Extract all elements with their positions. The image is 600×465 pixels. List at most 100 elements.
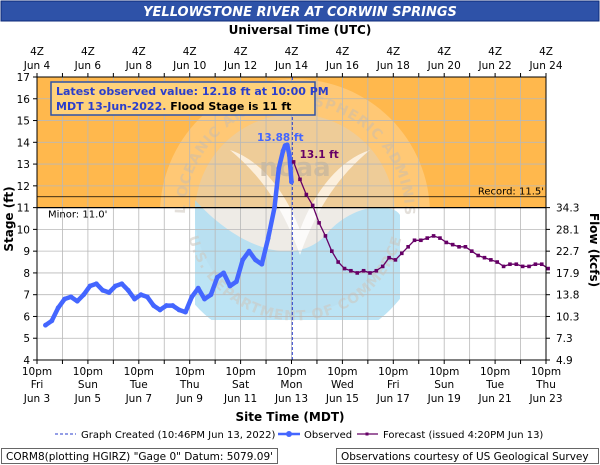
forecast-point xyxy=(342,266,347,271)
top-tick-label-date: Jun 4 xyxy=(23,60,51,72)
observed-point xyxy=(202,296,207,302)
plot-frame xyxy=(36,76,547,361)
forecast-point xyxy=(380,264,385,269)
x-tick-label-date: Jun 21 xyxy=(478,393,512,405)
observed-peak-label: 13.88 ft xyxy=(257,132,303,144)
observed-point xyxy=(195,285,201,291)
y-tick-label: 16 xyxy=(17,94,31,106)
x-tick-label-day: Thu xyxy=(179,379,200,391)
forecast-point xyxy=(399,251,404,256)
observed-point xyxy=(144,294,150,300)
x-tick-label-date: Jun 5 xyxy=(74,393,101,405)
x-tick-label-time: 10pm xyxy=(378,366,408,378)
top-axis-label: Universal Time (UTC) xyxy=(229,23,372,37)
observed-point xyxy=(55,305,61,311)
latest-value-line2: MDT 13-Jun-2022. Flood Stage is 11 ft xyxy=(56,100,291,113)
y-axis-label: Stage (ft) xyxy=(2,186,16,251)
observed-point xyxy=(119,281,125,287)
x-tick-label-day: Sun xyxy=(78,379,98,391)
flow-tick-label: 28.1 xyxy=(556,224,579,236)
y-tick-label: 14 xyxy=(17,137,31,149)
forecast-point xyxy=(336,260,340,264)
x-tick-label-time: 10pm xyxy=(175,366,205,378)
forecast-point xyxy=(368,271,372,275)
observed-point xyxy=(289,179,294,185)
top-tick-label-date: Jun 16 xyxy=(325,60,359,72)
observed-point xyxy=(246,248,252,254)
x-tick-label-day: Sun xyxy=(434,379,454,391)
observed-point xyxy=(138,292,144,298)
y-tick-label: 17 xyxy=(17,72,30,84)
forecast-point xyxy=(355,271,360,275)
forecast-point xyxy=(393,258,398,262)
x-tick-label-date: Jun 9 xyxy=(175,393,202,405)
data-marks: 13.88 ft 13.1 ft xyxy=(43,132,550,328)
grid-lines xyxy=(37,77,546,360)
forecast-point xyxy=(349,268,353,273)
forecast-point xyxy=(298,177,302,182)
forecast-point xyxy=(539,262,544,267)
flow-tick-label: 34.3 xyxy=(556,203,579,215)
top-tick-label-z: 4Z xyxy=(488,46,502,58)
forecast-point xyxy=(425,236,430,240)
y-tick-label: 9 xyxy=(23,246,30,258)
top-tick-label-z: 4Z xyxy=(132,46,146,58)
flood-stage-note: Flood Stage is 11 ft xyxy=(166,100,291,113)
x-tick-label-time: 10pm xyxy=(480,366,510,378)
forecast-point xyxy=(374,268,379,273)
chart-title: YELLOWSTONE RIVER AT CORWIN SPRINGS xyxy=(143,5,457,20)
forecast-point xyxy=(520,264,525,269)
forecast-point xyxy=(463,245,468,249)
x-tick-label-day: Fri xyxy=(387,379,400,391)
forecast-point xyxy=(546,266,550,271)
y-tick-label: 15 xyxy=(17,116,30,128)
forecast-point xyxy=(482,255,487,260)
observed-point xyxy=(106,290,112,295)
observed-point xyxy=(163,303,169,308)
observed-point xyxy=(49,318,55,324)
forecast-point xyxy=(412,238,417,243)
observed-point xyxy=(157,307,163,313)
flow-tick-label: 13.8 xyxy=(556,290,579,302)
x-tick-label-day: Tue xyxy=(485,379,504,391)
observed-point xyxy=(280,148,286,154)
observed-point xyxy=(253,257,258,263)
x-tick-label-time: 10pm xyxy=(531,366,561,378)
top-tick-label-z: 4Z xyxy=(335,46,349,58)
legend-observed-label: Observed xyxy=(304,430,352,441)
forecast-point xyxy=(323,234,328,238)
top-tick-label-date: Jun 24 xyxy=(528,60,562,72)
observed-point xyxy=(176,307,182,313)
x-axis-label: Site Time (MDT) xyxy=(236,410,345,424)
top-tick-label-date: Jun 22 xyxy=(478,60,512,72)
x-tick-label-day: Mon xyxy=(280,379,302,391)
x-tick-label-time: 10pm xyxy=(124,366,154,378)
y-tick-label: 7 xyxy=(23,290,30,302)
x-tick-label-day: Tue xyxy=(129,379,148,391)
forecast-point xyxy=(501,264,506,269)
record-label: Record: 11.5' xyxy=(478,187,544,198)
forecast-point xyxy=(310,203,315,208)
watermark-sea xyxy=(195,200,400,320)
top-tick-label-z: 4Z xyxy=(285,46,299,58)
top-tick-label-date: Jun 10 xyxy=(172,60,206,72)
observed-point xyxy=(284,142,290,148)
top-tick-label-z: 4Z xyxy=(437,46,451,58)
observed-point xyxy=(276,166,282,171)
flow-tick-label: 7.3 xyxy=(556,333,573,345)
observed-point xyxy=(240,257,246,263)
observed-point xyxy=(227,283,233,289)
watermark-gull xyxy=(230,150,370,255)
top-tick-label-z: 4Z xyxy=(81,46,95,58)
observed-point xyxy=(272,205,277,211)
y-tick-label: 4 xyxy=(23,355,30,367)
y2-axis-label: Flow (kcfs) xyxy=(587,213,600,287)
y-tick-label: 5 xyxy=(23,333,30,345)
forecast-point xyxy=(304,192,309,197)
forecast-point xyxy=(469,249,474,253)
forecast-point xyxy=(514,262,519,267)
forecast-point xyxy=(476,253,480,258)
observed-point xyxy=(132,296,137,302)
x-tick-label-time: 10pm xyxy=(22,366,52,378)
